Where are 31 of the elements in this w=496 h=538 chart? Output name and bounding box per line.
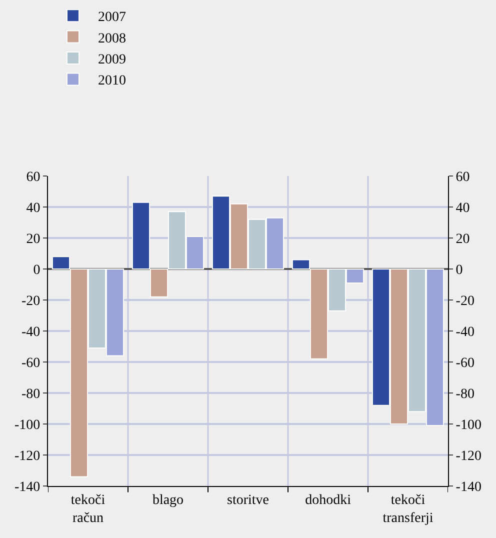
y-tick-label: -80	[22, 386, 40, 402]
y-tick-label: -60	[22, 356, 40, 371]
y-tick-label: -100	[14, 418, 40, 433]
y-tick-label: 60	[26, 170, 40, 185]
y2-tick-label: -100	[456, 418, 482, 433]
y2-tick-label: -40	[456, 324, 474, 340]
legend-label: 2008	[98, 31, 126, 46]
x-tick-label: tekoči račun	[70, 492, 106, 526]
y-tick-label: -120	[14, 448, 40, 464]
y2-tick-label: 20	[456, 232, 470, 247]
x-tick-label: storitve	[227, 492, 269, 508]
x-tick-label: tekoči transferji	[382, 492, 434, 526]
legend-label: 2009	[98, 52, 126, 68]
y-tick-label: -20	[22, 294, 40, 309]
x-tick-label: blago	[152, 492, 184, 508]
legend-label: 2010	[98, 74, 126, 89]
y2-tick-label: -60	[456, 356, 474, 371]
y-tick-label: -140	[14, 480, 40, 495]
y-tick-label: -40	[22, 324, 40, 340]
y2-tick-label: 40	[456, 200, 470, 216]
x-tick-label: dohodki	[305, 492, 352, 508]
y-tick-label: 20	[26, 232, 40, 247]
y2-tick-label: -120	[456, 448, 482, 464]
y-tick-label: 40	[26, 200, 40, 216]
y2-tick-label: -140	[456, 480, 482, 495]
legend-label: 2007	[98, 10, 126, 26]
y2-tick-label: 60	[456, 170, 470, 185]
y2-tick-label: -80	[456, 386, 474, 402]
y2-tick-label: -20	[456, 294, 474, 309]
y-tick-label: 0	[33, 262, 40, 278]
y2-tick-label: 0	[456, 262, 463, 278]
